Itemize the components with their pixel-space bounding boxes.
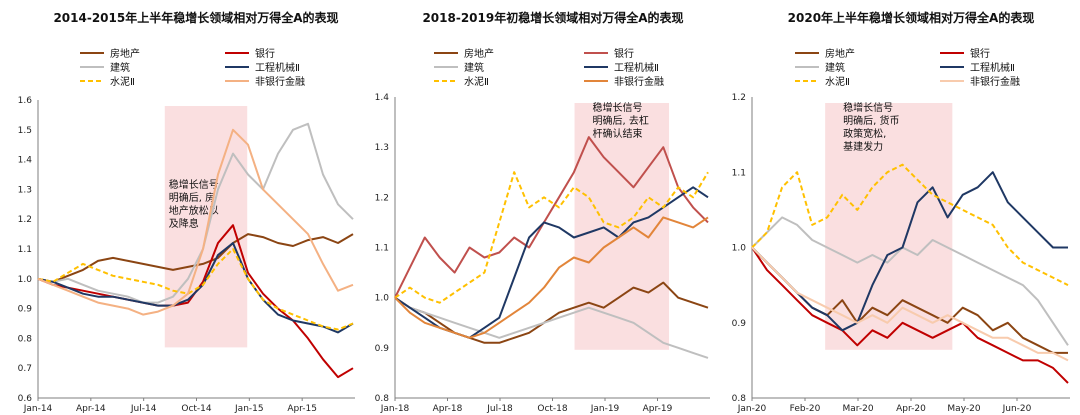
- y-tick-label: 1.1: [18, 245, 32, 255]
- x-tick-label: Mar-20: [842, 404, 873, 414]
- series-line-6: [751, 246, 1069, 362]
- annotation-line: 政策宽松,: [843, 127, 886, 140]
- x-tick-label: Apr-20: [896, 404, 926, 414]
- legend-label: 非银行金融: [255, 75, 305, 88]
- y-tick-label: 1.2: [375, 193, 389, 203]
- legend-label: 房地产: [464, 47, 494, 60]
- legend-label: 水泥Ⅱ: [110, 75, 135, 88]
- y-tick-label: 0.7: [18, 364, 32, 374]
- y-tick-label: 1.1: [732, 168, 746, 178]
- annotation-line: 稳增长信号: [593, 101, 643, 114]
- shaded-period: [574, 103, 670, 350]
- x-tick-label: Apr-18: [433, 404, 463, 414]
- annotation-line: 明确后, 货币: [843, 114, 899, 127]
- legend-label: 银行: [970, 47, 990, 60]
- x-tick-label: Jul-18: [486, 404, 513, 414]
- annotation-line: 稳增长信号: [843, 101, 893, 114]
- x-tick-label: Apr-19: [643, 404, 673, 414]
- annotation-line: 明确后, 房: [169, 191, 215, 204]
- legend-label: 银行: [255, 47, 275, 60]
- x-tick-label: Jan-18: [380, 404, 410, 414]
- series-line-1: [394, 281, 709, 344]
- legend-label: 建筑: [825, 61, 845, 74]
- y-tick-label: 1.3: [18, 185, 32, 195]
- chart-title: 2014-2015年上半年稳增长领域相对万得全A的表现: [53, 10, 338, 25]
- y-tick-label: 1.3: [375, 143, 389, 153]
- series-line-3: [37, 122, 354, 304]
- chart-title: 2018-2019年初稳增长领域相对万得全A的表现: [422, 10, 683, 25]
- legend-label: 水泥Ⅱ: [464, 75, 489, 88]
- y-tick-label: 0.6: [18, 394, 33, 404]
- x-tick-label: Feb-20: [790, 404, 821, 414]
- annotation-line: 及降息: [169, 217, 199, 230]
- series-line-5: [37, 248, 354, 331]
- y-tick-label: 1.6: [18, 96, 33, 106]
- annotation-line: 基建发力: [843, 140, 883, 153]
- x-tick-label: Oct-14: [181, 404, 212, 414]
- series-line-3: [751, 216, 1069, 346]
- series-line-4: [37, 242, 354, 334]
- y-tick-label: 0.8: [732, 394, 747, 404]
- legend-label: 工程机械Ⅱ: [255, 61, 300, 74]
- x-tick-label: Apr-15: [287, 404, 317, 414]
- series-line-3: [394, 296, 709, 359]
- y-tick-label: 1.0: [18, 275, 33, 285]
- series-line-6: [394, 216, 709, 339]
- chart-title: 2020年上半年稳增长领域相对万得全A的表现: [788, 10, 1035, 25]
- y-tick-label: 1.4: [18, 156, 33, 166]
- legend-label: 建筑: [110, 61, 130, 74]
- chart-panel-3: 2020年上半年稳增长领域相对万得全A的表现 1.2 1.1 1.0 0.9 0.8Jan…: [732, 10, 1070, 414]
- x-tick-label: Jan-14: [23, 404, 53, 414]
- legend-label: 房地产: [825, 47, 855, 60]
- annotation-line: 地产放松以: [169, 204, 219, 217]
- series-line-2: [394, 136, 709, 299]
- annotation-line: 稳增长信号: [169, 178, 219, 191]
- annotation-line: 明确后, 去杠: [593, 114, 649, 127]
- chart-panel-2: 2018-2019年初稳增长领域相对万得全A的表现 1.4 1.3 1.2 1.1 1.0…: [375, 10, 710, 414]
- shaded-period: [825, 103, 953, 350]
- legend-label: 非银行金融: [970, 75, 1020, 88]
- series-line-4: [751, 171, 1068, 332]
- x-tick-label: Jan-20: [737, 404, 767, 414]
- legend-label: 水泥Ⅱ: [825, 75, 850, 88]
- legend-label: 银行: [614, 47, 634, 60]
- legend-label: 房地产: [110, 47, 140, 60]
- y-tick-label: 1.5: [18, 126, 32, 136]
- x-tick-label: Jan-19: [590, 404, 620, 414]
- y-tick-label: 0.9: [732, 319, 747, 329]
- y-tick-label: 0.9: [375, 344, 390, 354]
- x-tick-label: Oct-18: [537, 404, 568, 414]
- x-tick-label: Apr-14: [76, 404, 106, 414]
- y-tick-label: 1.0: [732, 244, 747, 254]
- annotation-line: 杆确认结束: [593, 127, 643, 140]
- chart-panel-1: 2014-2015年上半年稳增长领域相对万得全A的表现 1.6 1.5 1.4 1.3 1…: [18, 10, 355, 414]
- y-tick-label: 1.2: [732, 93, 746, 103]
- x-tick-label: Jan-15: [234, 404, 264, 414]
- y-tick-label: 0.8: [18, 334, 33, 344]
- y-tick-label: 0.8: [375, 394, 390, 404]
- series-line-5: [394, 171, 709, 304]
- y-tick-label: 1.4: [375, 93, 390, 103]
- y-tick-label: 1.1: [375, 244, 389, 254]
- legend-label: 工程机械Ⅱ: [970, 61, 1015, 74]
- x-tick-label: Jun-20: [1002, 404, 1032, 414]
- y-tick-label: 0.9: [18, 305, 33, 315]
- x-tick-label: Jul-14: [130, 404, 157, 414]
- legend-label: 建筑: [464, 61, 484, 74]
- y-tick-label: 1.2: [18, 215, 32, 225]
- series-line-2: [751, 246, 1069, 384]
- legend-label: 非银行金融: [614, 75, 664, 88]
- x-tick-label: May-20: [947, 404, 980, 414]
- y-tick-label: 1.0: [375, 294, 390, 304]
- series-line-6: [37, 128, 354, 316]
- legend-label: 工程机械Ⅱ: [614, 61, 659, 74]
